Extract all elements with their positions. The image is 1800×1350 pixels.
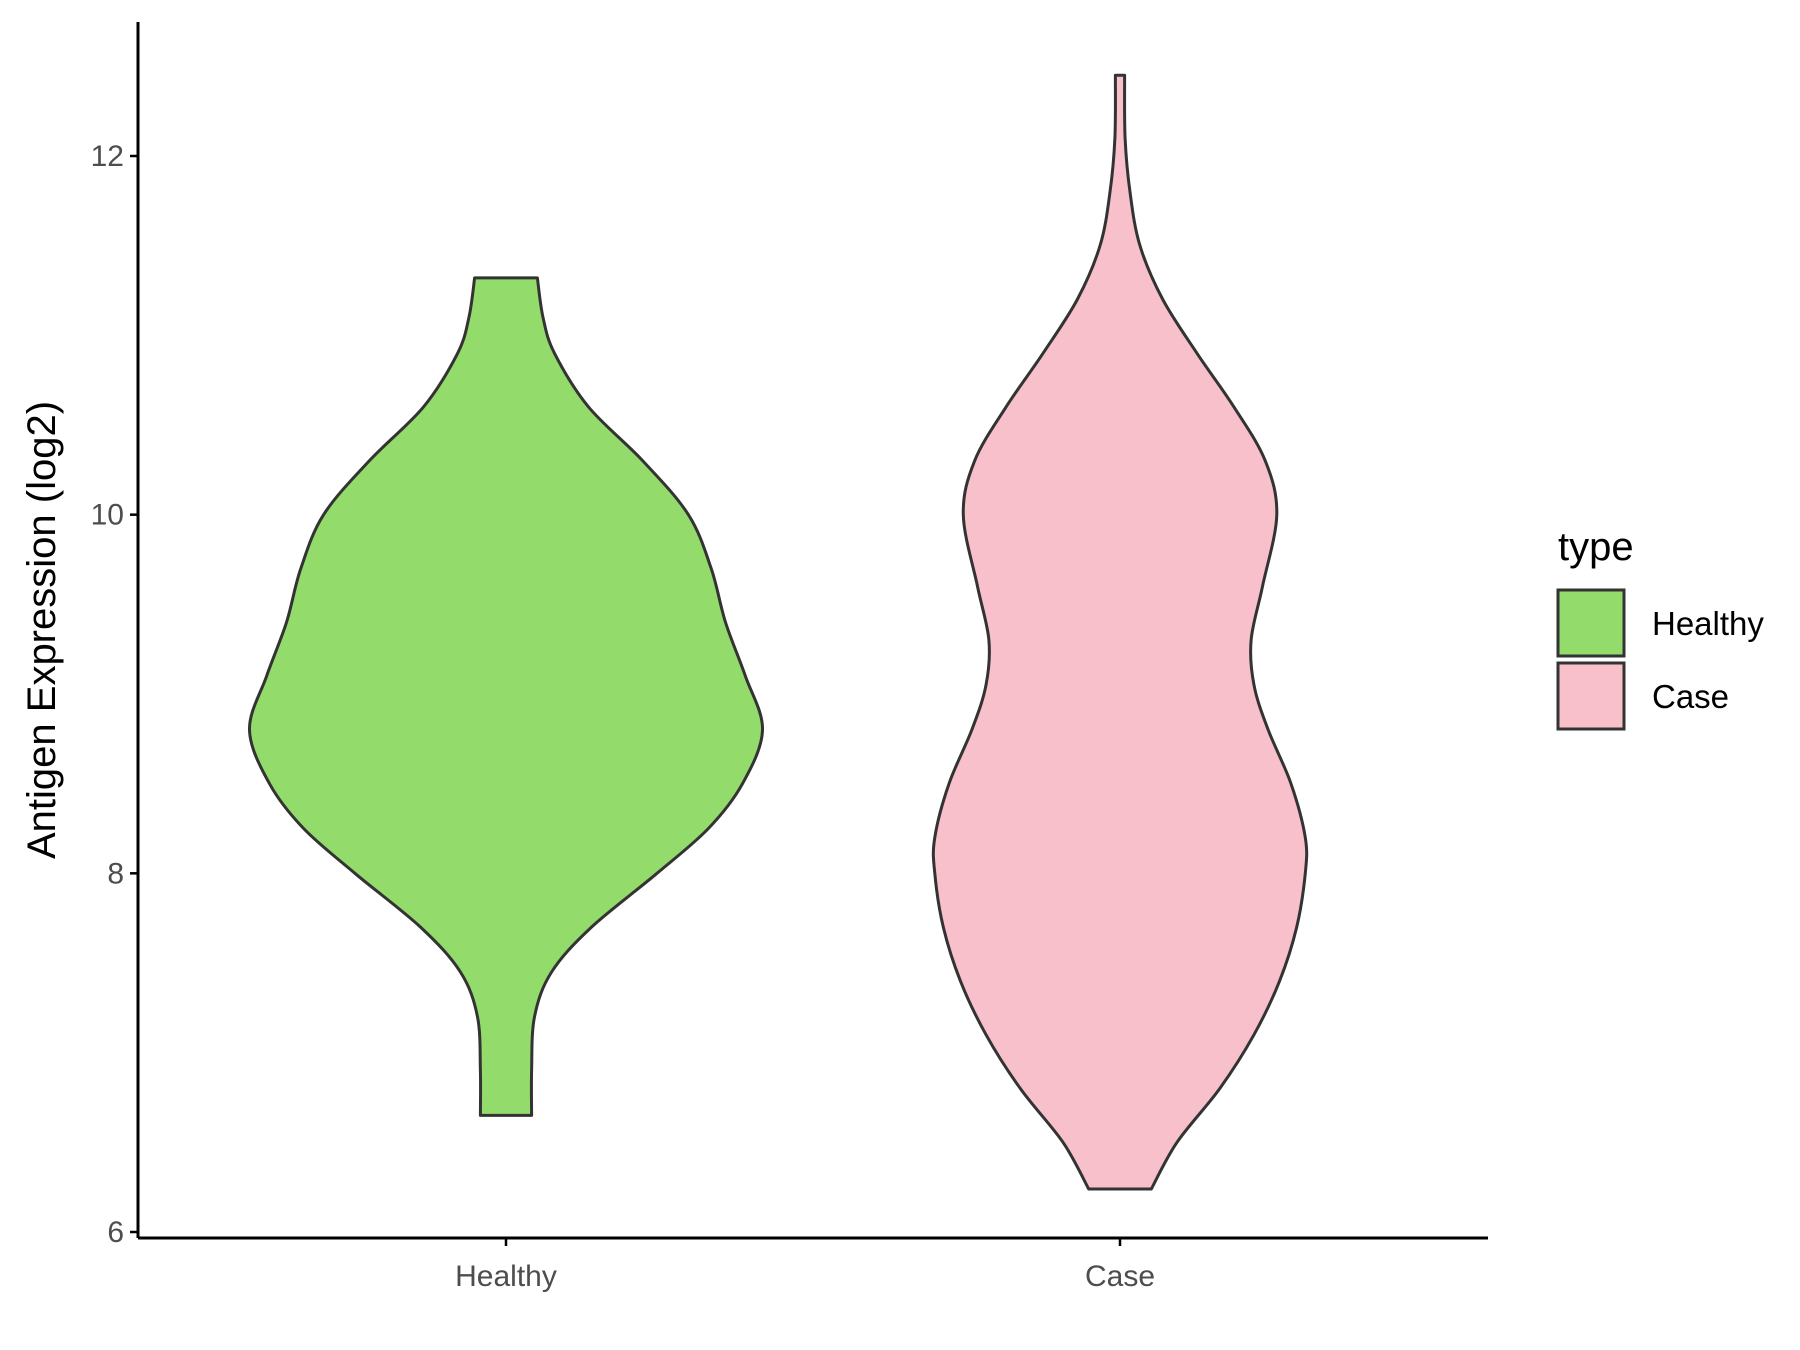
x-axis: Healthy Case <box>138 1236 1488 1293</box>
x-axis-ticks: Healthy Case <box>455 1238 1155 1293</box>
y-axis: 6 8 10 12 <box>91 22 140 1249</box>
legend-swatch-case <box>1556 661 1626 731</box>
violin-case <box>931 73 1309 1191</box>
legend: type Healthy Case <box>1556 525 1764 731</box>
x-tick-label: Case <box>1085 1260 1155 1293</box>
legend-swatch-healthy <box>1556 588 1626 658</box>
legend-label-case: Case <box>1652 678 1729 715</box>
legend-items: Healthy Case <box>1556 588 1764 731</box>
plot-area <box>247 73 1309 1191</box>
y-axis-title: Antigen Expression (log2) <box>20 401 64 859</box>
violin-healthy <box>247 276 765 1117</box>
y-tick-label: 12 <box>91 140 124 173</box>
legend-label-healthy: Healthy <box>1652 605 1764 642</box>
y-tick-label: 10 <box>91 499 124 532</box>
x-tick-label: Healthy <box>455 1260 557 1293</box>
y-tick-label: 6 <box>107 1216 124 1249</box>
legend-title: type <box>1558 525 1634 569</box>
y-axis-ticks: 6 8 10 12 <box>91 140 138 1249</box>
y-tick-label: 8 <box>107 857 124 890</box>
